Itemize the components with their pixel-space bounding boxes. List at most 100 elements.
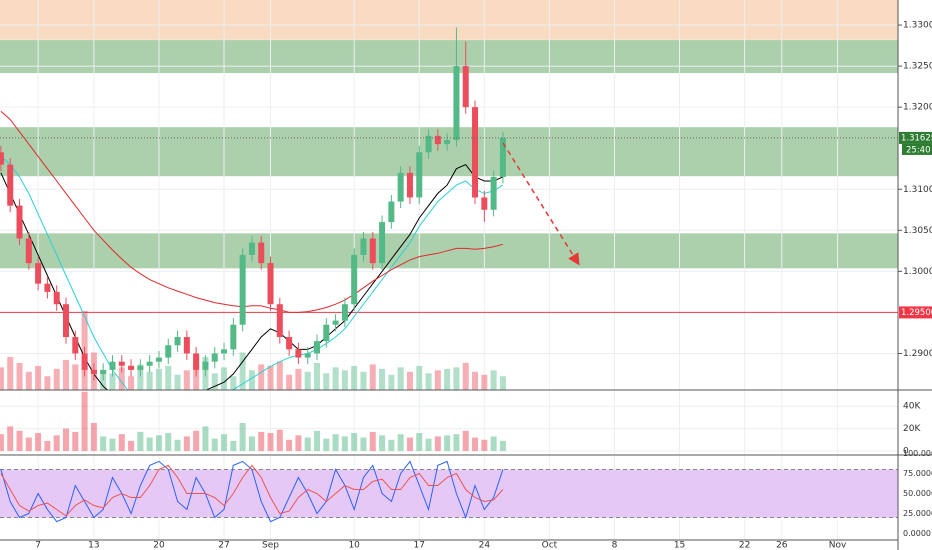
candle-body: [295, 349, 302, 358]
candle-body: [444, 139, 451, 145]
volume-overlay-bar: [286, 374, 293, 390]
candle-body: [221, 349, 228, 354]
x-tick-label: 24: [479, 541, 491, 550]
candle-body: [341, 304, 348, 321]
candle-body: [472, 107, 479, 198]
volume-bar: [137, 431, 144, 451]
y-tick-label: 1.33000: [903, 21, 932, 31]
volume-overlay-bar: [425, 373, 432, 390]
zone: [0, 127, 898, 177]
volume-bar: [369, 431, 376, 451]
x-tick-label: Oct: [542, 541, 558, 550]
axes: 1.33000 1.32500 1.32000 1.31000 1.30500 1.300…: [35, 21, 932, 550]
candle-body: [351, 254, 358, 305]
y-tick-label: 1.31000: [903, 185, 932, 195]
volume-tick-label: 20K: [903, 424, 921, 434]
candle-body: [416, 152, 423, 198]
x-tick-label: 17: [414, 541, 425, 550]
volume-bar: [453, 434, 460, 451]
volume-pane: [0, 391, 898, 455]
countdown-label: 25:40: [906, 145, 931, 155]
volume-overlay-bar: [453, 367, 460, 390]
candle-body: [332, 320, 339, 325]
volume-overlay-bar: [72, 364, 79, 390]
candle-body: [155, 357, 162, 362]
volume-bar: [286, 439, 293, 451]
stochastic-tick-label: 25.0000: [903, 509, 932, 518]
volume-overlay-bar: [16, 362, 23, 390]
candle-body: [388, 201, 395, 223]
candle-body: [379, 222, 386, 264]
volume-overlay-bar: [221, 367, 228, 390]
x-tick-label: 20: [153, 541, 165, 550]
volume-overlay-bar: [313, 362, 320, 390]
candle-body: [128, 365, 135, 370]
volume-bar: [276, 429, 283, 451]
zone: [0, 40, 898, 74]
candle-body: [499, 137, 506, 177]
candle-body: [490, 176, 497, 210]
volume-bar: [351, 433, 358, 451]
candle-body: [434, 135, 441, 145]
volume-overlay-bar: [406, 371, 413, 390]
volume-overlay-bar: [35, 365, 42, 390]
candle-body: [313, 341, 320, 354]
volume-bar: [35, 433, 42, 451]
zone: [0, 0, 898, 40]
y-tick-label: 1.32500: [903, 62, 932, 72]
candle-body: [90, 369, 97, 374]
x-tick-label: Nov: [829, 541, 847, 550]
volume-overlay-bar: [137, 364, 144, 390]
volume-bar: [258, 431, 265, 451]
volume-bar: [248, 436, 255, 451]
volume-overlay-bar: [183, 370, 190, 390]
volume-bar: [481, 439, 488, 451]
stochastic-band: [0, 469, 898, 518]
volume-overlay-bar: [360, 371, 367, 390]
candle-body: [453, 66, 460, 140]
stochastic-tick-label: 0.0000: [903, 529, 931, 538]
volume-overlay-bar: [481, 374, 488, 390]
candle-body: [323, 324, 330, 342]
volume-overlay-bar: [304, 371, 311, 390]
volume-bar: [81, 391, 88, 451]
moving-average: [0, 156, 504, 390]
volume-bar: [44, 440, 51, 451]
candle-body: [174, 337, 181, 346]
volume-tick-label: 40K: [903, 402, 921, 412]
y-tick-label: 1.32000: [903, 103, 932, 113]
volume-bar: [416, 433, 423, 451]
candle-body: [406, 172, 413, 198]
volume-bar: [472, 437, 479, 451]
volume-overlay-bar: [109, 373, 116, 390]
candle-body: [25, 238, 32, 264]
candle-body: [165, 345, 172, 358]
volume-bar: [63, 428, 70, 451]
volume-bar: [499, 440, 506, 451]
zone: [0, 233, 898, 269]
volume-overlay-bar: [7, 356, 14, 390]
candle-body: [146, 361, 153, 366]
volume-bar: [295, 435, 302, 451]
x-tick-label: 27: [218, 541, 229, 550]
x-tick-label: 26: [776, 541, 788, 550]
volume-bar: [128, 440, 135, 451]
candle-body: [286, 337, 293, 350]
candle-body: [183, 337, 190, 354]
volume-overlay-bar: [44, 376, 51, 390]
candle-body: [304, 353, 311, 358]
candle-body: [35, 263, 42, 284]
volume-bar: [406, 437, 413, 451]
stochastic-k: [0, 460, 504, 523]
volume-bar: [53, 435, 60, 451]
candle-body: [81, 353, 88, 370]
volume-bar: [165, 433, 172, 451]
last-price-label: 1.31625: [901, 133, 932, 143]
volume-bar: [462, 430, 469, 451]
volume-bar: [193, 430, 200, 451]
volume-overlay-bar: [146, 371, 153, 390]
stochastic-tick-label: 50.0000: [903, 489, 932, 498]
volume-overlay-bar: [165, 365, 172, 390]
volume-bar: [230, 440, 237, 451]
